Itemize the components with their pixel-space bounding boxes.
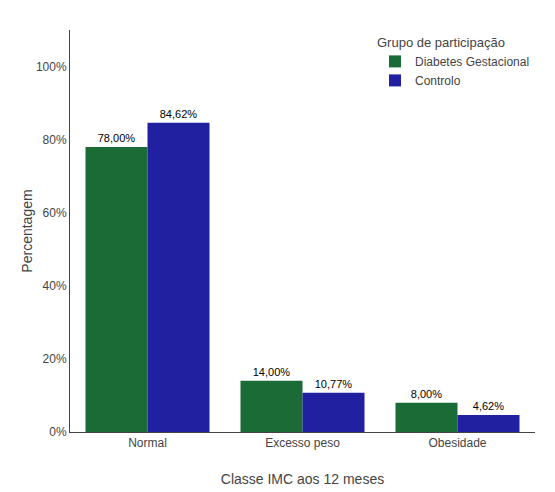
svg-text:Obesidade: Obesidade [428, 436, 486, 450]
svg-text:100%: 100% [36, 60, 67, 74]
svg-text:Diabetes Gestacional: Diabetes Gestacional [415, 55, 529, 69]
svg-text:Excesso peso: Excesso peso [265, 436, 340, 450]
svg-text:4,62%: 4,62% [473, 400, 504, 412]
svg-text:84,62%: 84,62% [160, 108, 198, 120]
svg-text:Classe IMC aos 12 meses: Classe IMC aos 12 meses [221, 471, 384, 487]
svg-text:Controlo: Controlo [415, 74, 461, 88]
svg-text:8,00%: 8,00% [411, 388, 442, 400]
svg-text:80%: 80% [43, 133, 67, 147]
svg-text:0%: 0% [49, 425, 67, 439]
svg-text:40%: 40% [43, 279, 67, 293]
svg-text:Percentagem: Percentagem [19, 189, 35, 272]
svg-text:Normal: Normal [128, 436, 167, 450]
svg-text:14,00%: 14,00% [253, 366, 291, 378]
svg-text:Grupo de participação: Grupo de participação [377, 35, 505, 50]
svg-text:10,77%: 10,77% [315, 378, 353, 390]
svg-text:78,00%: 78,00% [98, 132, 136, 144]
svg-text:20%: 20% [43, 352, 67, 366]
svg-text:60%: 60% [43, 206, 67, 220]
